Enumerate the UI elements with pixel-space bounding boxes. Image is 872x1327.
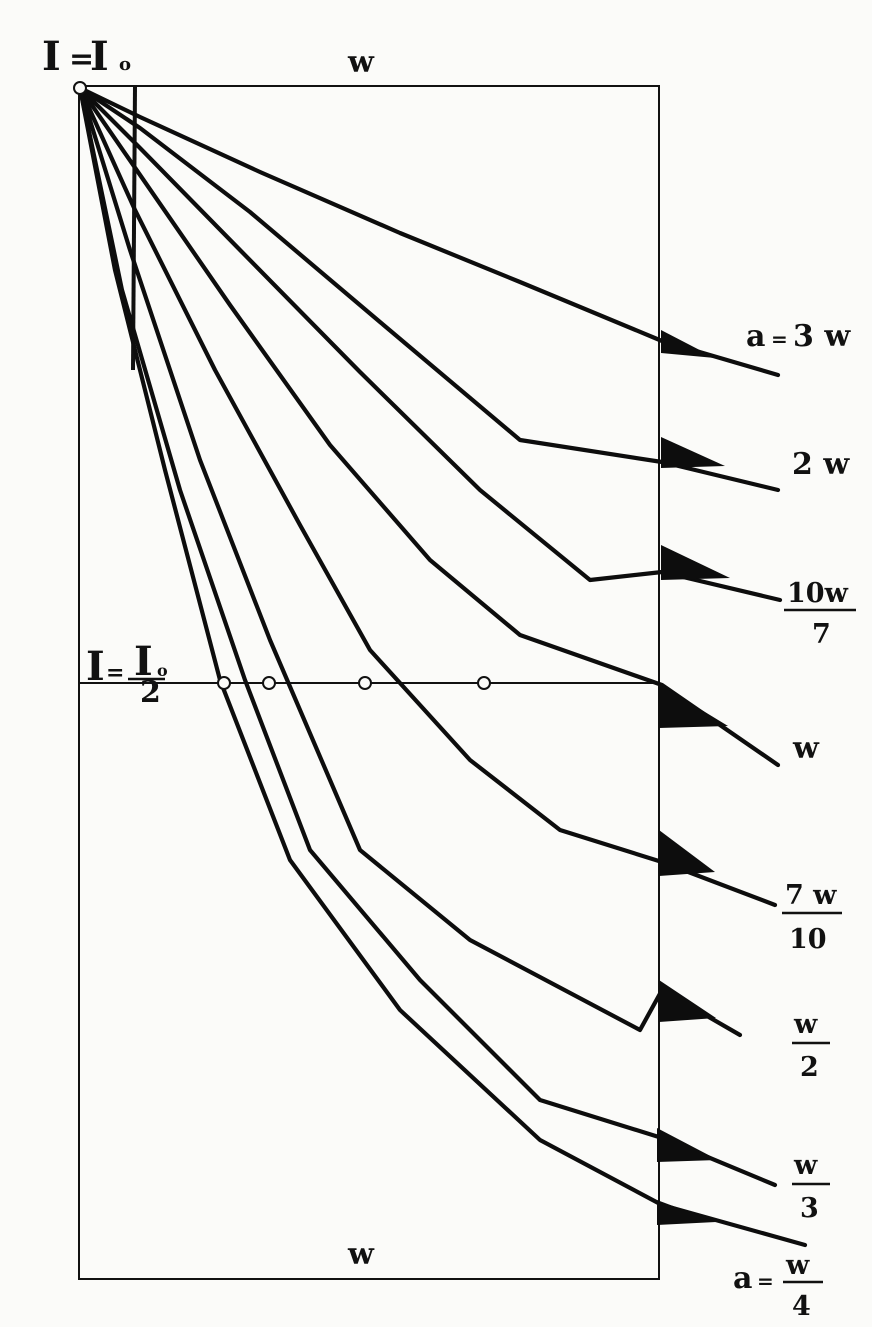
half-label-I: I (86, 643, 105, 690)
half-label-num: I (134, 638, 153, 685)
half-label-num-mark: o (157, 661, 168, 680)
half-label-den: 2 (140, 675, 161, 710)
curve-a-3w (77, 85, 781, 378)
label-w-4-prefix: a (733, 1261, 752, 1296)
label-w-3-num: w (793, 1150, 818, 1181)
half-label-eq: = (106, 660, 124, 686)
curve-7w-10 (77, 85, 778, 908)
top-label-sub-I: I (90, 33, 109, 80)
label-w-4-den: 4 (792, 1291, 811, 1322)
bottom-edge-label: w (347, 1237, 375, 1272)
wedge-7w-10 (659, 830, 715, 876)
curve-labels: a = 3 w 2 w 10w 7 w 7 w 10 w 2 w 3 a = w… (733, 319, 856, 1322)
wedge-a-3w (661, 330, 715, 358)
label-w: w (792, 731, 820, 766)
top-label-eq: = (69, 42, 94, 77)
label-w-2-num: w (793, 1009, 818, 1040)
wedge-w-2 (659, 980, 716, 1022)
curve-w (77, 85, 781, 768)
half-point-7w-10 (477, 676, 491, 690)
label-7w-10-num: 7 w (785, 880, 837, 911)
label-a-3w-eq: = (771, 327, 788, 351)
top-label-sub-mark: o (119, 54, 131, 75)
top-left-label: I = I o (42, 33, 131, 80)
label-w-4-eq: = (757, 1269, 774, 1293)
curve-w-3 (77, 85, 778, 1188)
curve-10w-7 (77, 85, 783, 603)
curve-w-2 (77, 85, 743, 1038)
curves-group (77, 85, 808, 1248)
wedge-2w (661, 437, 725, 468)
curve-w-4 (77, 85, 808, 1248)
top-label-I: I (42, 33, 61, 80)
half-point-w-3 (262, 676, 276, 690)
half-point-w-2 (358, 676, 372, 690)
label-7w-10-den: 10 (789, 924, 827, 955)
wedge-group (657, 330, 730, 1225)
top-edge-label: w (347, 45, 375, 80)
half-point-w-4 (217, 676, 231, 690)
label-2w: 2 w (792, 447, 850, 482)
wedge-w-4 (657, 1200, 716, 1225)
label-w-2-den: 2 (800, 1052, 819, 1083)
source-marker (73, 81, 87, 95)
curve-2w (77, 85, 781, 493)
label-10w-7-den: 7 (812, 619, 831, 650)
label-a-3w: 3 w (793, 319, 851, 354)
wedge-10w-7 (661, 545, 730, 580)
label-w-3-den: 3 (800, 1193, 819, 1224)
label-a-3w-prefix: a (746, 319, 765, 354)
wedge-w-3 (657, 1128, 718, 1162)
label-10w-7-num: 10w (787, 578, 849, 609)
half-intensity-label: I = I o 2 (86, 638, 168, 710)
label-w-4-num: w (785, 1250, 810, 1281)
wedge-w (659, 684, 728, 728)
